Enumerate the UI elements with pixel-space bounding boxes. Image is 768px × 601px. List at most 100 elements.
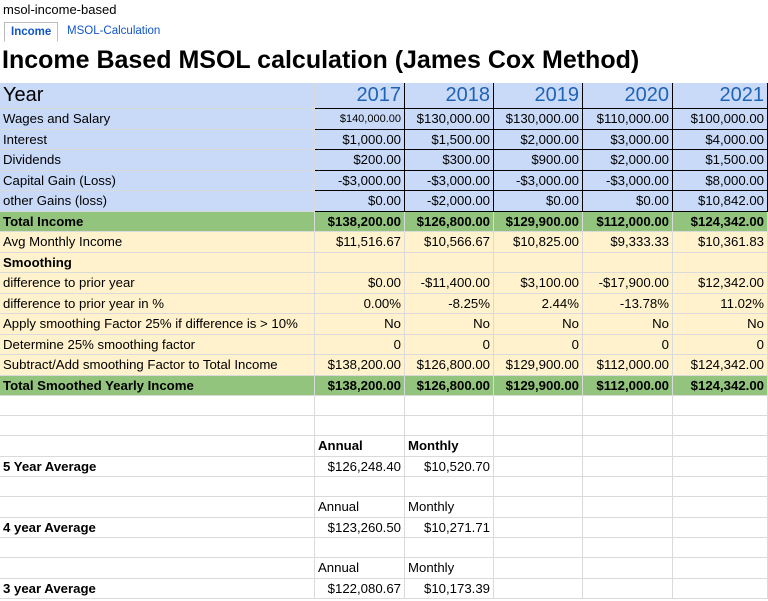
- cell-label[interactable]: Determine 25% smoothing factor: [0, 334, 315, 355]
- cell-value[interactable]: [315, 252, 405, 273]
- cell-value[interactable]: 0: [673, 334, 768, 355]
- cell-value[interactable]: -$3,000.00: [405, 170, 494, 191]
- cell-annual-label[interactable]: Annual: [315, 558, 405, 579]
- cell-label[interactable]: other Gains (loss): [0, 191, 315, 212]
- empty-cell[interactable]: [583, 396, 673, 416]
- cell-value[interactable]: $130,000.00: [405, 109, 494, 130]
- empty-cell[interactable]: [494, 578, 583, 599]
- cell-value[interactable]: $1,000.00: [315, 129, 405, 150]
- cell-value[interactable]: [405, 252, 494, 273]
- tab-msol-calculation[interactable]: MSOL-Calculation: [67, 25, 161, 37]
- empty-cell[interactable]: [673, 517, 768, 538]
- cell-value[interactable]: 0: [583, 334, 673, 355]
- cell-year-label[interactable]: Year: [0, 83, 315, 109]
- cell-value[interactable]: 0: [315, 334, 405, 355]
- empty-cell[interactable]: [583, 538, 673, 558]
- cell-annual-label[interactable]: Annual: [315, 497, 405, 518]
- cell-value[interactable]: $2,000.00: [583, 150, 673, 171]
- cell-value[interactable]: 0.00%: [315, 293, 405, 314]
- empty-cell[interactable]: [0, 497, 315, 518]
- cell-value[interactable]: $200.00: [315, 150, 405, 171]
- empty-cell[interactable]: [494, 558, 583, 579]
- empty-cell[interactable]: [583, 497, 673, 518]
- cell-value[interactable]: $0.00: [315, 191, 405, 212]
- empty-cell[interactable]: [583, 517, 673, 538]
- empty-cell[interactable]: [673, 578, 768, 599]
- cell-value[interactable]: No: [583, 314, 673, 335]
- cell-annual-value[interactable]: $126,248.40: [315, 456, 405, 477]
- empty-cell[interactable]: [673, 538, 768, 558]
- empty-cell[interactable]: [494, 456, 583, 477]
- cell-value[interactable]: -$3,000.00: [583, 170, 673, 191]
- cell-label[interactable]: difference to prior year in %: [0, 293, 315, 314]
- cell-value[interactable]: [494, 252, 583, 273]
- cell-label[interactable]: 3 year Average: [0, 578, 315, 599]
- cell-value[interactable]: $126,800.00: [405, 375, 494, 396]
- cell-value[interactable]: $900.00: [494, 150, 583, 171]
- cell-value[interactable]: $112,000.00: [583, 375, 673, 396]
- empty-cell[interactable]: [583, 456, 673, 477]
- cell-value[interactable]: -$3,000.00: [494, 170, 583, 191]
- empty-cell[interactable]: [494, 497, 583, 518]
- empty-cell[interactable]: [673, 497, 768, 518]
- cell-label[interactable]: difference to prior year: [0, 273, 315, 294]
- cell-value[interactable]: $126,800.00: [405, 211, 494, 232]
- cell-value[interactable]: $10,825.00: [494, 232, 583, 253]
- cell-value[interactable]: $0.00: [494, 191, 583, 212]
- cell-label[interactable]: Avg Monthly Income: [0, 232, 315, 253]
- cell-value[interactable]: 11.02%: [673, 293, 768, 314]
- cell-value[interactable]: $10,361.83: [673, 232, 768, 253]
- cell-value[interactable]: No: [405, 314, 494, 335]
- empty-cell[interactable]: [0, 558, 315, 579]
- empty-cell[interactable]: [405, 477, 494, 497]
- cell-label[interactable]: Total Smoothed Yearly Income: [0, 375, 315, 396]
- cell-value[interactable]: [583, 252, 673, 273]
- cell-value[interactable]: $112,000.00: [583, 211, 673, 232]
- empty-cell[interactable]: [494, 416, 583, 436]
- cell-value[interactable]: $9,333.33: [583, 232, 673, 253]
- cell-value[interactable]: 0: [494, 334, 583, 355]
- cell-value[interactable]: $124,342.00: [673, 211, 768, 232]
- empty-cell[interactable]: [583, 416, 673, 436]
- empty-cell[interactable]: [0, 416, 315, 436]
- cell-value[interactable]: No: [494, 314, 583, 335]
- cell-value[interactable]: $138,200.00: [315, 355, 405, 376]
- empty-cell[interactable]: [673, 477, 768, 497]
- cell-value[interactable]: -$11,400.00: [405, 273, 494, 294]
- cell-value[interactable]: 2.44%: [494, 293, 583, 314]
- empty-cell[interactable]: [315, 538, 405, 558]
- empty-cell[interactable]: [494, 477, 583, 497]
- empty-cell[interactable]: [0, 436, 315, 457]
- cell-label[interactable]: Smoothing: [0, 252, 315, 273]
- cell-monthly-label[interactable]: Monthly: [405, 436, 494, 457]
- empty-cell[interactable]: [583, 558, 673, 579]
- cell-value[interactable]: $124,342.00: [673, 375, 768, 396]
- cell-value[interactable]: [673, 252, 768, 273]
- cell-value[interactable]: No: [315, 314, 405, 335]
- empty-cell[interactable]: [0, 477, 315, 497]
- empty-cell[interactable]: [673, 416, 768, 436]
- cell-monthly-value[interactable]: $10,271.71: [405, 517, 494, 538]
- cell-annual-label[interactable]: Annual: [315, 436, 405, 457]
- empty-cell[interactable]: [673, 456, 768, 477]
- cell-year[interactable]: 2018: [405, 83, 494, 109]
- cell-year[interactable]: 2019: [494, 83, 583, 109]
- cell-value[interactable]: $126,800.00: [405, 355, 494, 376]
- cell-value[interactable]: $100,000.00: [673, 109, 768, 130]
- cell-label[interactable]: Total Income: [0, 211, 315, 232]
- empty-cell[interactable]: [583, 436, 673, 457]
- cell-value[interactable]: $12,342.00: [673, 273, 768, 294]
- cell-label[interactable]: Interest: [0, 129, 315, 150]
- cell-value[interactable]: $129,900.00: [494, 375, 583, 396]
- cell-year[interactable]: 2021: [673, 83, 768, 109]
- empty-cell[interactable]: [315, 416, 405, 436]
- cell-value[interactable]: $130,000.00: [494, 109, 583, 130]
- cell-monthly-label[interactable]: Monthly: [405, 558, 494, 579]
- empty-cell[interactable]: [673, 436, 768, 457]
- cell-value[interactable]: $3,100.00: [494, 273, 583, 294]
- cell-value[interactable]: $300.00: [405, 150, 494, 171]
- empty-cell[interactable]: [0, 396, 315, 416]
- cell-value[interactable]: $129,900.00: [494, 211, 583, 232]
- cell-value[interactable]: $124,342.00: [673, 355, 768, 376]
- cell-value[interactable]: $11,516.67: [315, 232, 405, 253]
